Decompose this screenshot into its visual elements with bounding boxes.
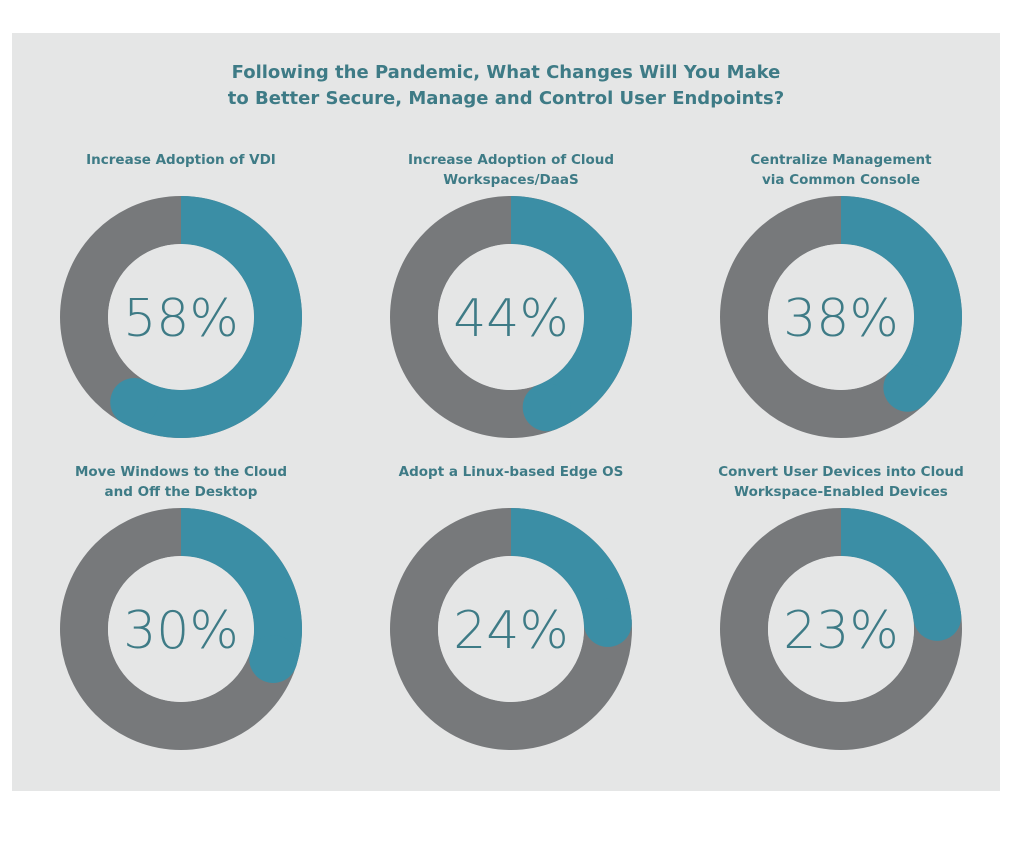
donut-percent-label: 38% (783, 289, 899, 349)
donut-label-line: Increase Adoption of Cloud (407, 152, 615, 168)
donut-label-line: Centralize Management (750, 152, 932, 168)
donut-label-line: via Common Console (761, 172, 921, 188)
donut-arc-end-cap (110, 378, 159, 427)
donut-label: Centralize Management via Common Console (691, 150, 991, 190)
donut-arc-end-cap (249, 634, 298, 683)
donut-label-line: Workspace-Enabled Devices (734, 484, 948, 500)
donut-value-arc (840, 196, 962, 406)
donut-chart: 44% (390, 196, 632, 438)
donut-value-arc (510, 196, 632, 430)
donut-hole (438, 244, 584, 390)
donut-percent-label: 44% (453, 289, 569, 349)
donut-value-arc (122, 196, 302, 438)
donut-percent-label: 23% (783, 601, 899, 661)
donut-percent-label: 24% (453, 601, 569, 661)
donut-label-line: Convert User Devices into Cloud (718, 464, 964, 480)
donut-label-line: Workspaces/DaaS (443, 172, 579, 188)
donut-arc-end-cap (522, 383, 571, 432)
chart-title: Following the Pandemic, What Changes Wil… (12, 60, 1000, 112)
donut-card: Convert User Devices into Cloud Workspace… (691, 462, 991, 762)
donut-card: Adopt a Linux-based Edge OS 24% (361, 462, 661, 762)
chart-title-line-1: Following the Pandemic, What Changes Wil… (231, 62, 781, 83)
donut-arc-end-cap (883, 363, 932, 412)
chart-panel: Following the Pandemic, What Changes Wil… (12, 33, 1000, 791)
chart-title-line-2: to Better Secure, Manage and Control Use… (227, 88, 785, 109)
donut-card: Centralize Management via Common Console 3… (691, 150, 991, 450)
donut-label-line: and Off the Desktop (104, 484, 258, 500)
donut-value-arc (180, 508, 302, 667)
donut-chart: 23% (720, 508, 962, 750)
donut-hole (438, 556, 584, 702)
donut-hole (768, 244, 914, 390)
donut-chart: 30% (60, 508, 302, 750)
donut-percent-label: 58% (123, 289, 239, 349)
donut-card: Increase Adoption of VDI 58% (31, 150, 331, 450)
donut-hole (108, 556, 254, 702)
donut-label: Increase Adoption of VDI (31, 150, 331, 170)
donut-percent-label: 30% (123, 601, 239, 661)
donut-chart: 24% (390, 508, 632, 750)
donut-hole (768, 556, 914, 702)
donut-label: Move Windows to the Cloud and Off the Des… (31, 462, 331, 502)
donut-label: Increase Adoption of Cloud Workspaces/Daa… (361, 150, 661, 190)
donut-card: Move Windows to the Cloud and Off the Des… (31, 462, 331, 762)
donut-label: Adopt a Linux-based Edge OS (361, 462, 661, 482)
donut-arc-end-cap (913, 592, 962, 641)
donut-label-line: Adopt a Linux-based Edge OS (398, 464, 624, 480)
donut-chart: 58% (60, 196, 302, 438)
donut-label-line: Move Windows to the Cloud (74, 464, 288, 480)
donut-card: Increase Adoption of Cloud Workspaces/Daa… (361, 150, 661, 450)
donut-chart: 38% (720, 196, 962, 438)
donut-label: Convert User Devices into Cloud Workspace… (691, 462, 991, 502)
donut-arc-end-cap (583, 598, 632, 647)
donut-hole (108, 244, 254, 390)
donut-label-line: Increase Adoption of VDI (86, 152, 276, 168)
